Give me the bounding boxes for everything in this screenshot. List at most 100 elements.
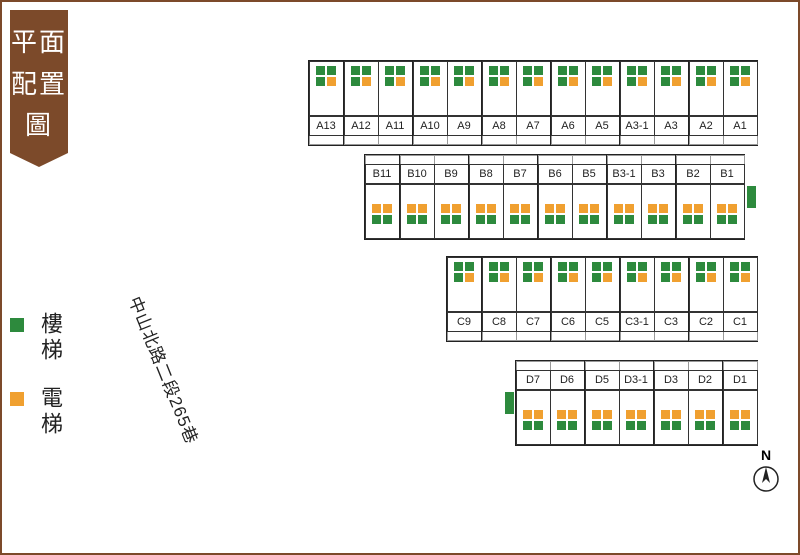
unit-label: B2: [676, 164, 711, 184]
balcony-line: [710, 155, 745, 164]
external-stair-icon: [747, 186, 756, 208]
unit-label: B10: [400, 164, 435, 184]
elevator-icon: [465, 77, 474, 86]
stair-icon: [327, 66, 336, 75]
elevator-icon: [672, 77, 681, 86]
unit-label: B11: [365, 164, 400, 184]
unit-body: [447, 61, 482, 116]
unit-C3-1: C3-1: [620, 257, 654, 341]
elevator-icon: [487, 204, 496, 213]
unit-B11: B11: [365, 155, 399, 239]
unit-body: [516, 257, 551, 312]
elevator-icon: [557, 410, 566, 419]
balcony-line: [538, 155, 573, 164]
unit-icons: [476, 204, 496, 234]
unit-group: A10A9: [412, 60, 482, 146]
elevator-icon: [500, 273, 509, 282]
unit-C7: C7: [516, 257, 550, 341]
unit-label: D7: [516, 370, 551, 390]
stair-icon: [627, 262, 636, 271]
elevator-icon: [534, 410, 543, 419]
unit-label: C1: [723, 312, 758, 332]
unit-label: B6: [538, 164, 573, 184]
unit-D6: D6: [550, 361, 584, 445]
unit-icons: [579, 204, 599, 234]
elevator-icon: [603, 273, 612, 282]
elevator-icon: [707, 77, 716, 86]
elevator-icon: [383, 204, 392, 213]
balcony-line: [619, 361, 654, 370]
stair-icon: [730, 77, 739, 86]
unit-icons: [489, 66, 509, 96]
elevator-icon: [556, 204, 565, 213]
stair-icon: [487, 215, 496, 224]
stair-icon: [728, 215, 737, 224]
stair-icon: [441, 215, 450, 224]
unit-icons: [683, 204, 703, 234]
unit-body: [365, 184, 400, 239]
unit-body: [688, 390, 723, 445]
stair-icon: [569, 66, 578, 75]
stair-label: 樓梯: [34, 312, 66, 364]
unit-body: [378, 61, 413, 116]
unit-C1: C1: [723, 257, 757, 341]
stair-icon: [454, 262, 463, 271]
elevator-icon: [706, 410, 715, 419]
unit-group: B2B1: [675, 154, 745, 240]
balcony-line: [620, 136, 655, 145]
elevator-icon: [625, 204, 634, 213]
elevator-icon: [637, 410, 646, 419]
unit-icons: [661, 66, 681, 96]
elevator-icon: [452, 204, 461, 213]
balcony-line: [689, 136, 724, 145]
stair-icon: [385, 77, 394, 86]
unit-body: [619, 390, 654, 445]
elevator-icon: [476, 204, 485, 213]
unit-icons: [523, 262, 543, 292]
balcony-line: [585, 332, 620, 341]
unit-body: [641, 184, 676, 239]
elevator-icon: [730, 410, 739, 419]
unit-label: B8: [469, 164, 504, 184]
elevator-icon: [396, 77, 405, 86]
stair-icon: [454, 273, 463, 282]
unit-D1: D1: [723, 361, 757, 445]
unit-D2: D2: [688, 361, 722, 445]
unit-label: B9: [434, 164, 469, 184]
unit-icons: [316, 66, 336, 96]
balcony-line: [654, 136, 689, 145]
unit-D3: D3: [654, 361, 688, 445]
unit-label: B1: [710, 164, 745, 184]
unit-label: C5: [585, 312, 620, 332]
row-D: D7D6D5D3-1D3D2D1: [287, 360, 758, 446]
balcony-line: [550, 361, 585, 370]
stair-icon: [523, 77, 532, 86]
stair-icon: [627, 77, 636, 86]
compass-icon: [752, 465, 780, 493]
elevator-icon: [603, 410, 612, 419]
unit-icons: [696, 66, 716, 96]
stair-icon: [476, 215, 485, 224]
unit-A8: A8: [482, 61, 516, 145]
elevator-icon: [590, 204, 599, 213]
unit-icons: [695, 410, 715, 440]
unit-body: [447, 257, 482, 312]
stair-icon: [592, 66, 601, 75]
unit-icons: [730, 410, 750, 440]
elevator-icon: [672, 273, 681, 282]
unit-B8: B8: [469, 155, 503, 239]
unit-icons: [648, 204, 668, 234]
unit-body: [503, 184, 538, 239]
elevator-swatch: [10, 392, 24, 406]
unit-icons: [557, 410, 577, 440]
unit-icons: [420, 66, 440, 96]
stair-icon: [316, 77, 325, 86]
unit-D3-1: D3-1: [619, 361, 653, 445]
row-C: C9C8C7C6C5C3-1C3C2C1: [232, 256, 758, 342]
unit-icons: [717, 204, 737, 234]
stair-icon: [614, 215, 623, 224]
balcony-line: [516, 361, 551, 370]
stair-icon: [659, 215, 668, 224]
balcony-line: [607, 155, 642, 164]
balcony-line: [365, 155, 400, 164]
